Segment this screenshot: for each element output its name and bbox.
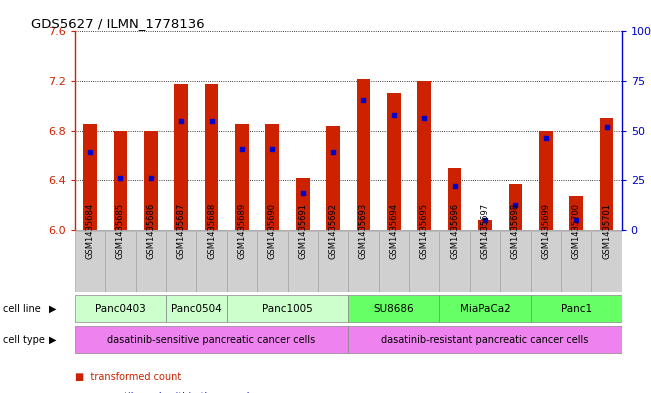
Text: Panc1005: Panc1005 <box>262 304 313 314</box>
Bar <box>348 231 379 292</box>
Bar <box>561 231 591 292</box>
Text: GDS5627 / ILMN_1778136: GDS5627 / ILMN_1778136 <box>31 17 205 30</box>
Bar <box>166 231 197 292</box>
Bar <box>348 327 622 353</box>
Bar <box>417 81 431 230</box>
Text: GSM1435696: GSM1435696 <box>450 203 459 259</box>
Bar <box>569 196 583 230</box>
Bar <box>439 231 470 292</box>
Text: cell type: cell type <box>3 335 45 345</box>
Text: Panc1: Panc1 <box>561 304 592 314</box>
Bar <box>348 296 439 322</box>
Bar <box>75 327 348 353</box>
Bar <box>531 296 622 322</box>
Text: GSM1435691: GSM1435691 <box>298 203 307 259</box>
Bar <box>75 296 166 322</box>
Bar <box>500 231 531 292</box>
Bar <box>288 231 318 292</box>
Bar <box>387 94 400 230</box>
Bar <box>83 125 97 230</box>
Bar <box>235 125 249 230</box>
Text: MiaPaCa2: MiaPaCa2 <box>460 304 510 314</box>
Bar <box>75 231 105 292</box>
Bar <box>257 231 288 292</box>
Text: ■  transformed count: ■ transformed count <box>75 372 181 382</box>
Bar <box>227 231 257 292</box>
Text: GSM1435692: GSM1435692 <box>329 203 338 259</box>
Text: GSM1435698: GSM1435698 <box>511 203 520 259</box>
Text: Panc0403: Panc0403 <box>95 304 146 314</box>
Text: GSM1435693: GSM1435693 <box>359 203 368 259</box>
Text: GSM1435684: GSM1435684 <box>85 203 94 259</box>
Bar <box>326 126 340 230</box>
Text: GSM1435686: GSM1435686 <box>146 203 156 259</box>
Text: GSM1435690: GSM1435690 <box>268 203 277 259</box>
Text: ■  percentile rank within the sample: ■ percentile rank within the sample <box>75 392 255 393</box>
Text: dasatinib-sensitive pancreatic cancer cells: dasatinib-sensitive pancreatic cancer ce… <box>107 335 316 345</box>
Bar <box>296 178 310 230</box>
Bar <box>379 231 409 292</box>
Bar <box>144 130 158 230</box>
Bar <box>318 231 348 292</box>
Bar <box>135 231 166 292</box>
Text: GSM1435695: GSM1435695 <box>420 203 429 259</box>
Bar <box>470 231 500 292</box>
Bar <box>166 296 227 322</box>
Text: GSM1435685: GSM1435685 <box>116 203 125 259</box>
Text: Panc0504: Panc0504 <box>171 304 222 314</box>
Text: GSM1435700: GSM1435700 <box>572 203 581 259</box>
Text: GSM1435687: GSM1435687 <box>176 203 186 259</box>
Bar <box>204 84 218 230</box>
Bar <box>227 296 348 322</box>
Text: SU8686: SU8686 <box>374 304 414 314</box>
Text: GSM1435688: GSM1435688 <box>207 203 216 259</box>
Bar <box>105 231 135 292</box>
Bar <box>531 231 561 292</box>
Bar <box>266 125 279 230</box>
Text: GSM1435689: GSM1435689 <box>238 203 247 259</box>
Bar <box>539 130 553 230</box>
Text: GSM1435701: GSM1435701 <box>602 203 611 259</box>
Bar <box>448 168 462 230</box>
Text: GSM1435697: GSM1435697 <box>480 203 490 259</box>
Text: ▶: ▶ <box>49 335 57 345</box>
Bar <box>174 84 188 230</box>
Text: dasatinib-resistant pancreatic cancer cells: dasatinib-resistant pancreatic cancer ce… <box>381 335 589 345</box>
Bar <box>439 296 531 322</box>
Bar <box>591 231 622 292</box>
Bar <box>114 130 128 230</box>
Text: ▶: ▶ <box>49 304 57 314</box>
Bar <box>508 184 522 230</box>
Bar <box>600 118 613 230</box>
Bar <box>409 231 439 292</box>
Text: GSM1435694: GSM1435694 <box>389 203 398 259</box>
Text: GSM1435699: GSM1435699 <box>541 203 550 259</box>
Bar <box>478 220 492 230</box>
Bar <box>197 231 227 292</box>
Text: cell line: cell line <box>3 304 41 314</box>
Bar <box>357 79 370 230</box>
